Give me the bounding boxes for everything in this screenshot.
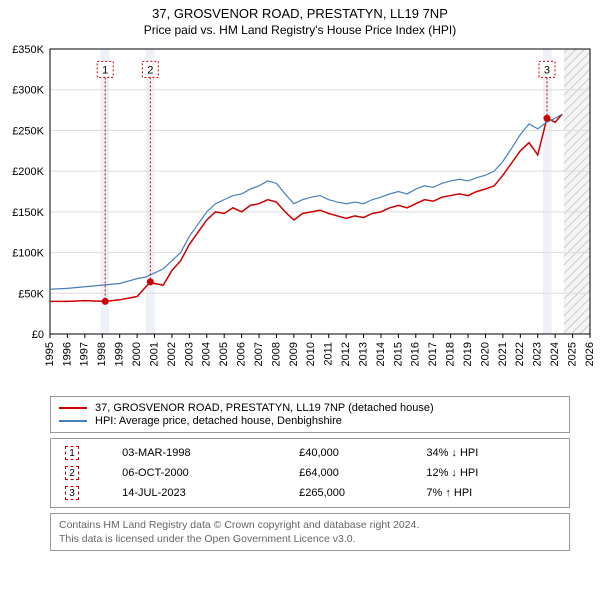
svg-text:1: 1: [102, 64, 108, 76]
svg-text:£150K: £150K: [12, 207, 44, 219]
svg-text:2019: 2019: [462, 342, 474, 366]
sale-date: 03-MAR-1998: [116, 443, 293, 463]
svg-text:£0: £0: [32, 329, 44, 341]
sale-delta: 12% ↓ HPI: [420, 463, 561, 483]
svg-text:£250K: £250K: [12, 125, 44, 137]
svg-text:2011: 2011: [323, 342, 335, 366]
svg-text:2014: 2014: [375, 342, 387, 366]
legend-swatch: [59, 407, 87, 409]
svg-text:2002: 2002: [166, 342, 178, 366]
sale-delta: 34% ↓ HPI: [420, 443, 561, 463]
sale-row: 3 14-JUL-2023£265,0007% ↑ HPI: [59, 483, 561, 503]
svg-text:2025: 2025: [566, 342, 578, 366]
sale-date: 14-JUL-2023: [116, 483, 293, 503]
sale-price: £265,000: [293, 483, 420, 503]
svg-text:1997: 1997: [79, 342, 91, 366]
sale-marker: 1: [65, 446, 79, 460]
svg-text:1995: 1995: [44, 342, 56, 366]
svg-text:2015: 2015: [392, 342, 404, 366]
svg-text:2018: 2018: [445, 342, 457, 366]
sale-price: £64,000: [293, 463, 420, 483]
legend-item: HPI: Average price, detached house, Denb…: [59, 415, 561, 427]
page-title: 37, GROSVENOR ROAD, PRESTATYN, LL19 7NP: [0, 6, 600, 21]
sale-row: 2 06-OCT-2000£64,00012% ↓ HPI: [59, 463, 561, 483]
svg-text:£200K: £200K: [12, 166, 44, 178]
legend-label: HPI: Average price, detached house, Denb…: [95, 415, 342, 427]
credit: Contains HM Land Registry data © Crown c…: [50, 513, 570, 551]
sale-delta: 7% ↑ HPI: [420, 483, 561, 503]
svg-text:2022: 2022: [514, 342, 526, 366]
sale-price: £40,000: [293, 443, 420, 463]
svg-text:2020: 2020: [479, 342, 491, 366]
svg-text:2026: 2026: [584, 342, 596, 366]
svg-text:2010: 2010: [305, 342, 317, 366]
svg-text:2: 2: [147, 64, 153, 76]
svg-text:2004: 2004: [201, 342, 213, 366]
svg-text:2024: 2024: [549, 342, 561, 366]
svg-text:2017: 2017: [427, 342, 439, 366]
svg-text:2007: 2007: [253, 342, 265, 366]
svg-text:2000: 2000: [131, 342, 143, 366]
svg-text:1996: 1996: [61, 342, 73, 366]
legend: 37, GROSVENOR ROAD, PRESTATYN, LL19 7NP …: [50, 396, 570, 433]
svg-text:1998: 1998: [96, 342, 108, 366]
sale-marker: 3: [65, 486, 79, 500]
sale-row: 1 03-MAR-1998£40,00034% ↓ HPI: [59, 443, 561, 463]
sale-marker: 2: [65, 466, 79, 480]
credit-line-1: Contains HM Land Registry data © Crown c…: [59, 518, 561, 532]
sale-date: 06-OCT-2000: [116, 463, 293, 483]
svg-text:2009: 2009: [288, 342, 300, 366]
svg-text:£50K: £50K: [18, 288, 44, 300]
svg-text:1999: 1999: [114, 342, 126, 366]
svg-text:£100K: £100K: [12, 248, 44, 260]
svg-text:2013: 2013: [357, 342, 369, 366]
svg-text:2008: 2008: [270, 342, 282, 366]
page-subtitle: Price paid vs. HM Land Registry's House …: [0, 23, 600, 37]
svg-text:2023: 2023: [532, 342, 544, 366]
svg-text:2005: 2005: [218, 342, 230, 366]
svg-text:3: 3: [544, 64, 550, 76]
legend-label: 37, GROSVENOR ROAD, PRESTATYN, LL19 7NP …: [95, 402, 434, 414]
svg-text:2001: 2001: [148, 342, 160, 366]
price-chart: £0 £50K £100K £150K £200K £250K £300K £350K 1995…: [0, 39, 600, 391]
svg-text:£350K: £350K: [12, 44, 44, 56]
credit-line-2: This data is licensed under the Open Gov…: [59, 532, 561, 546]
svg-text:2006: 2006: [236, 342, 248, 366]
svg-text:2012: 2012: [340, 342, 352, 366]
legend-swatch: [59, 420, 87, 422]
svg-text:2021: 2021: [497, 342, 509, 366]
sales-table: 1 03-MAR-1998£40,00034% ↓ HPI 2 06-OCT-2000…: [50, 438, 570, 508]
svg-text:2016: 2016: [410, 342, 422, 366]
svg-text:£300K: £300K: [12, 85, 44, 97]
legend-item: 37, GROSVENOR ROAD, PRESTATYN, LL19 7NP …: [59, 402, 561, 414]
svg-text:2003: 2003: [183, 342, 195, 366]
